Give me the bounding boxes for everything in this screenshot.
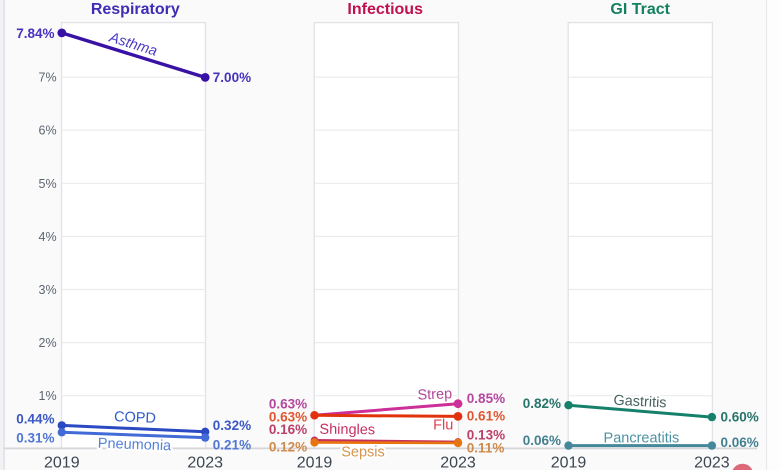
- svg-text:Shingles: Shingles: [319, 422, 375, 439]
- svg-text:4%: 4%: [39, 230, 57, 244]
- svg-text:0.21%: 0.21%: [213, 438, 251, 453]
- svg-text:0.11%: 0.11%: [467, 441, 505, 456]
- svg-text:6%: 6%: [39, 124, 57, 138]
- svg-text:Infectious: Infectious: [347, 1, 423, 18]
- svg-text:0.63%: 0.63%: [269, 409, 307, 424]
- svg-text:7.00%: 7.00%: [213, 70, 251, 85]
- svg-text:Gastritis: Gastritis: [613, 393, 667, 412]
- svg-text:COPD: COPD: [114, 409, 157, 427]
- svg-text:3%: 3%: [39, 283, 57, 297]
- svg-text:0.44%: 0.44%: [16, 412, 54, 427]
- svg-text:1%: 1%: [39, 389, 57, 403]
- svg-text:Pneumonia: Pneumonia: [98, 436, 173, 455]
- svg-text:Flu: Flu: [433, 418, 453, 434]
- svg-text:0.13%: 0.13%: [467, 428, 505, 443]
- svg-text:0.16%: 0.16%: [269, 422, 307, 437]
- svg-text:7.84%: 7.84%: [16, 26, 54, 41]
- svg-text:0.60%: 0.60%: [721, 409, 759, 424]
- svg-text:Respiratory: Respiratory: [91, 1, 180, 18]
- svg-text:Sepsis: Sepsis: [341, 445, 385, 461]
- svg-text:Strep: Strep: [417, 386, 452, 403]
- svg-text:2023: 2023: [440, 455, 476, 470]
- svg-text:2%: 2%: [39, 336, 57, 350]
- svg-text:2019: 2019: [44, 455, 80, 470]
- svg-text:2019: 2019: [551, 455, 587, 470]
- svg-text:GI Tract: GI Tract: [610, 1, 670, 18]
- svg-text:Pancreatitis: Pancreatitis: [604, 430, 680, 446]
- svg-text:7%: 7%: [39, 71, 57, 85]
- svg-text:0.61%: 0.61%: [467, 409, 505, 424]
- svg-text:0.31%: 0.31%: [16, 431, 54, 446]
- svg-text:0.06%: 0.06%: [721, 435, 759, 450]
- svg-text:5%: 5%: [39, 177, 57, 191]
- svg-text:0.85%: 0.85%: [467, 391, 505, 406]
- svg-text:0.12%: 0.12%: [269, 440, 307, 455]
- svg-text:0.82%: 0.82%: [523, 396, 561, 411]
- svg-text:0.32%: 0.32%: [213, 418, 251, 433]
- svg-text:0.06%: 0.06%: [523, 433, 561, 448]
- svg-text:2023: 2023: [187, 455, 223, 470]
- svg-text:2023: 2023: [694, 455, 730, 470]
- svg-text:2019: 2019: [297, 455, 333, 470]
- svg-text:0.63%: 0.63%: [269, 397, 307, 412]
